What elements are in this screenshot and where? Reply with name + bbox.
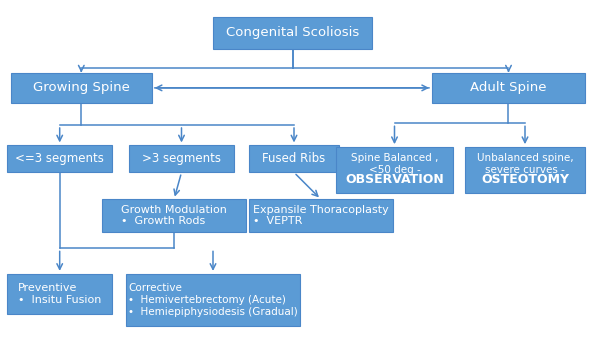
Text: Preventive
•  Insitu Fusion: Preventive • Insitu Fusion <box>18 283 101 305</box>
FancyBboxPatch shape <box>126 274 300 326</box>
FancyBboxPatch shape <box>336 147 453 193</box>
FancyBboxPatch shape <box>102 199 246 232</box>
FancyBboxPatch shape <box>7 145 112 172</box>
FancyBboxPatch shape <box>249 145 339 172</box>
Text: <=3 segments: <=3 segments <box>15 152 104 165</box>
Text: Growth Modulation
•  Growth Rods: Growth Modulation • Growth Rods <box>121 205 227 226</box>
FancyBboxPatch shape <box>465 147 585 193</box>
Text: Corrective
•  Hemivertebrectomy (Acute)
•  Hemiepiphysiodesis (Gradual): Corrective • Hemivertebrectomy (Acute) •… <box>128 283 298 317</box>
FancyBboxPatch shape <box>213 17 372 49</box>
FancyBboxPatch shape <box>432 73 585 103</box>
Text: Spine Balanced ,
<50 deg -: Spine Balanced , <50 deg - <box>351 153 438 175</box>
Text: Expansile Thoracoplasty
•  VEPTR: Expansile Thoracoplasty • VEPTR <box>253 205 389 226</box>
Text: >3 segments: >3 segments <box>142 152 221 165</box>
Text: Fused Ribs: Fused Ribs <box>262 152 326 165</box>
Text: Adult Spine: Adult Spine <box>470 81 547 94</box>
FancyBboxPatch shape <box>11 73 152 103</box>
FancyBboxPatch shape <box>7 274 112 314</box>
FancyBboxPatch shape <box>249 199 393 232</box>
Text: OBSERVATION: OBSERVATION <box>345 173 444 186</box>
Text: OSTEOTOMY: OSTEOTOMY <box>481 173 569 186</box>
Text: Unbalanced spine,
severe curves -: Unbalanced spine, severe curves - <box>476 153 574 175</box>
Text: Congenital Scoliosis: Congenital Scoliosis <box>226 26 359 40</box>
Text: Growing Spine: Growing Spine <box>33 81 130 94</box>
FancyBboxPatch shape <box>129 145 234 172</box>
